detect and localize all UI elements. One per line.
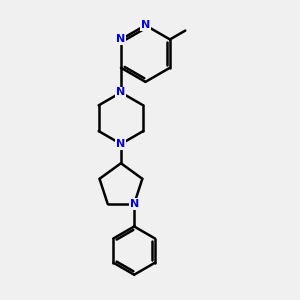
Text: N: N	[141, 20, 150, 30]
Text: N: N	[116, 34, 126, 44]
Text: N: N	[116, 139, 126, 149]
Text: N: N	[116, 88, 126, 98]
Text: N: N	[130, 199, 139, 209]
